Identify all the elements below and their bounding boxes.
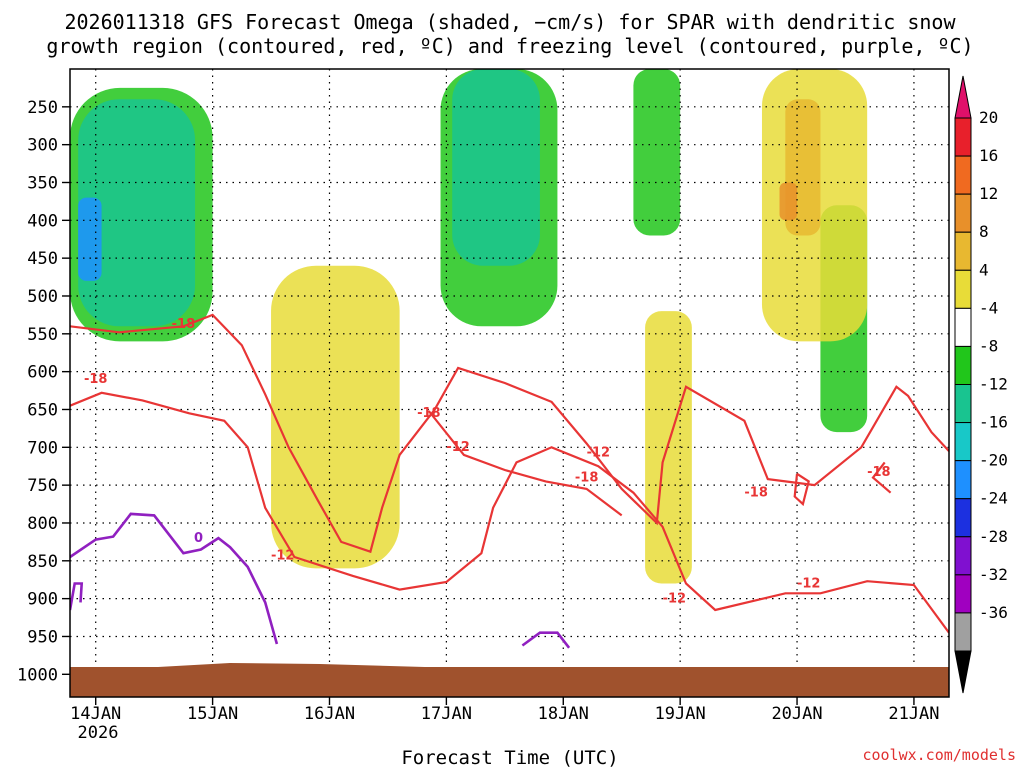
ground-surface-top xyxy=(70,663,949,697)
colorbar-tick-label: 16 xyxy=(979,146,998,165)
plot-frame xyxy=(69,68,950,698)
omega-shade-region xyxy=(452,69,540,266)
dgz-contour-label: -12 xyxy=(271,548,295,563)
x-axis: 14JAN 15JAN 16JAN 17JAN 18JAN 19JAN 20JAN 21JAN xyxy=(70,697,940,724)
y-tick-label: 450 xyxy=(27,249,58,269)
colorbar-segment xyxy=(954,498,972,538)
colorbar-segment xyxy=(954,422,972,462)
colorbar-segment xyxy=(954,307,972,347)
x-tick-label: 16JAN xyxy=(304,704,355,724)
colorbar-segment xyxy=(954,269,972,309)
plot-area: -18 -18 -12 -18 -12 -12 -18 -18 -12 -18 -12 0 xyxy=(69,68,950,698)
y-tick-label: 400 xyxy=(27,211,58,231)
y-tick-label: 800 xyxy=(27,514,58,534)
colorbar-tick-label: -16 xyxy=(979,413,1008,432)
dgz-contour-label: -12 xyxy=(446,440,470,455)
y-tick-label: 750 xyxy=(27,476,58,496)
x-tick-label: 20JAN xyxy=(771,704,822,724)
y-axis: 250 300 350 400 450 500 550 600 650 700 750 800 850 9… xyxy=(17,98,70,685)
colorbar-tick-label: -12 xyxy=(979,375,1008,394)
colorbar-tick-label: -4 xyxy=(979,298,998,317)
colorbar-segment xyxy=(954,117,972,157)
chart-title-line2: growth region (contoured, red, ºC) and f… xyxy=(46,34,973,58)
colorbar-tick-label: -8 xyxy=(979,336,998,355)
colorbar-tick-label: -28 xyxy=(979,527,1008,546)
freezing-level-contour xyxy=(521,631,571,649)
omega-shade-region xyxy=(779,182,798,221)
colorbar-tick-label: 8 xyxy=(979,222,989,241)
colorbar-top-arrow xyxy=(954,75,972,119)
colorbar-tick-label: -20 xyxy=(979,451,1008,470)
freezing-level-contour xyxy=(70,512,279,645)
x-tick-label: 19JAN xyxy=(655,704,706,724)
y-tick-label: 850 xyxy=(27,552,58,572)
colorbar-segment xyxy=(954,574,972,614)
y-tick-label: 250 xyxy=(27,98,58,118)
credit-text: coolwx.com/models xyxy=(862,746,1016,764)
colorbar-tick-label: 4 xyxy=(979,260,989,279)
colorbar-tick-label: -32 xyxy=(979,565,1008,584)
y-tick-label: 1000 xyxy=(17,665,58,685)
omega-shade-region xyxy=(633,69,681,236)
freezing-level-contour xyxy=(70,582,84,611)
colorbar: 20 16 12 8 4 -4 -8 -12 -16 -20 -24 -28 -32 -36 xyxy=(954,75,1008,694)
y-tick-label: 900 xyxy=(27,590,58,610)
colorbar-bottom-arrow xyxy=(954,650,972,694)
dgz-contour-label: -12 xyxy=(587,445,611,460)
colorbar-tick-label: 12 xyxy=(979,184,998,203)
dgz-contour-minus18 xyxy=(793,472,810,507)
dgz-contour-label: -18 xyxy=(172,317,196,332)
colorbar-segment xyxy=(954,536,972,576)
colorbar-tick-label: -24 xyxy=(979,489,1008,508)
freezing-contour-label: 0 xyxy=(194,531,203,546)
x-axis-label: Forecast Time (UTC) xyxy=(401,747,618,768)
colorbar-segment xyxy=(954,612,972,652)
colorbar-segment xyxy=(954,345,972,385)
dgz-contour-minus18 xyxy=(871,461,892,494)
dgz-contour-label: -18 xyxy=(744,485,768,500)
omega-shade-region xyxy=(78,99,196,327)
dgz-contour-minus12 xyxy=(427,410,623,517)
y-tick-label: 650 xyxy=(27,400,58,420)
y-tick-label: 350 xyxy=(27,173,58,193)
dgz-contour-label: -18 xyxy=(417,406,441,421)
x-tick-label: 14JAN xyxy=(70,704,121,724)
x-axis-year: 2026 xyxy=(78,723,119,743)
dgz-contour-label: -18 xyxy=(575,470,599,485)
dgz-contour-minus12 xyxy=(70,391,949,634)
omega-shade-region xyxy=(78,197,102,281)
x-tick-label: 17JAN xyxy=(421,704,472,724)
omega-shade-region xyxy=(271,265,400,569)
colorbar-segment xyxy=(954,193,972,233)
y-tick-label: 600 xyxy=(27,363,58,383)
colorbar-segment xyxy=(954,384,972,424)
y-tick-label: 500 xyxy=(27,287,58,307)
x-tick-label: 21JAN xyxy=(888,704,939,724)
dgz-contour-label: -18 xyxy=(84,372,108,387)
colorbar-segment xyxy=(954,460,972,500)
colorbar-segment xyxy=(954,155,972,195)
dgz-contour-minus18 xyxy=(70,313,949,554)
colorbar-segment xyxy=(954,231,972,271)
dgz-contour-label: -18 xyxy=(867,465,891,480)
colorbar-tick-label: 20 xyxy=(979,108,998,127)
dgz-contour-label: -12 xyxy=(797,576,821,591)
y-tick-label: 550 xyxy=(27,325,58,345)
x-tick-label: 15JAN xyxy=(187,704,238,724)
chart-title-line1: 2026011318 GFS Forecast Omega (shaded, −… xyxy=(64,10,956,34)
contours: -18 -18 -12 -18 -12 -12 -18 -18 -12 -18 -12 0 xyxy=(70,313,949,649)
dgz-contour-label: -12 xyxy=(663,591,687,606)
colorbar-tick-label: -36 xyxy=(979,603,1008,622)
y-tick-label: 950 xyxy=(27,627,58,647)
y-tick-label: 300 xyxy=(27,136,58,156)
y-tick-label: 700 xyxy=(27,438,58,458)
omega-shading xyxy=(70,69,868,584)
gridlines xyxy=(70,69,949,697)
x-tick-label: 18JAN xyxy=(538,704,589,724)
